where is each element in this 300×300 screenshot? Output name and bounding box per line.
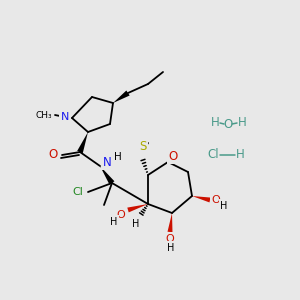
Text: O: O [224, 118, 232, 131]
Text: O: O [212, 195, 220, 205]
Text: Cl: Cl [73, 187, 83, 197]
Text: O: O [168, 149, 178, 163]
Polygon shape [192, 196, 211, 202]
Polygon shape [100, 166, 115, 185]
Text: H: H [220, 201, 228, 211]
Text: S: S [139, 140, 147, 154]
Text: H: H [167, 243, 175, 253]
Polygon shape [113, 91, 130, 103]
Text: O: O [117, 210, 125, 220]
Text: N: N [61, 112, 69, 122]
Text: CH₃: CH₃ [35, 110, 52, 119]
Text: H: H [110, 217, 118, 227]
Text: N: N [103, 155, 111, 169]
Text: H: H [236, 148, 244, 161]
Text: H: H [132, 219, 140, 229]
Polygon shape [77, 132, 88, 153]
Text: H: H [114, 152, 122, 162]
Text: O: O [166, 234, 174, 244]
Polygon shape [167, 213, 172, 232]
Polygon shape [127, 204, 148, 212]
Text: H: H [238, 116, 246, 128]
Text: Cl: Cl [207, 148, 219, 161]
Text: H: H [211, 116, 219, 128]
Text: O: O [48, 148, 58, 161]
